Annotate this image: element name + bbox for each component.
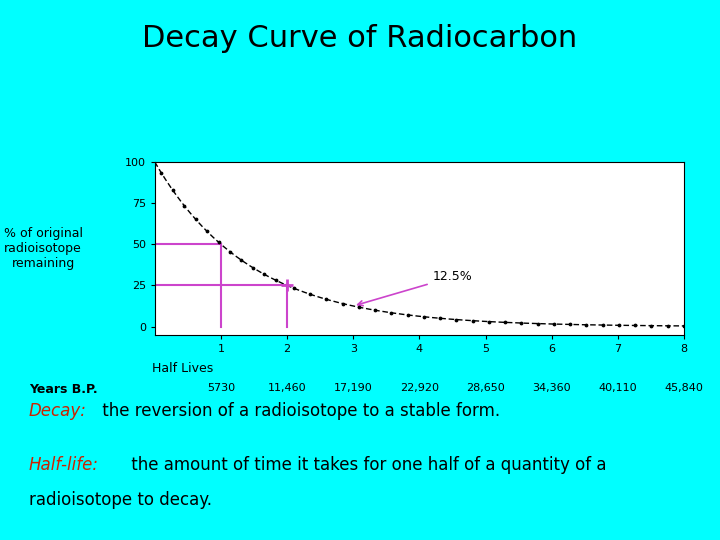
Point xyxy=(613,321,625,329)
Text: Half Lives: Half Lives xyxy=(153,362,214,375)
Point xyxy=(202,227,213,236)
Point xyxy=(532,319,544,328)
Text: Half-life:: Half-life: xyxy=(29,456,99,474)
Point xyxy=(483,318,495,326)
Point xyxy=(337,299,348,308)
Point xyxy=(385,308,397,317)
Point xyxy=(190,215,202,224)
Point xyxy=(678,322,690,330)
Text: 34,360: 34,360 xyxy=(532,383,571,394)
Point xyxy=(597,321,608,329)
Point xyxy=(288,284,300,293)
Text: 28,650: 28,650 xyxy=(466,383,505,394)
Point xyxy=(213,238,225,246)
Point xyxy=(662,321,673,330)
Point xyxy=(434,314,446,322)
Point xyxy=(167,186,179,194)
Point xyxy=(369,306,381,314)
Text: 40,110: 40,110 xyxy=(598,383,637,394)
Text: Years B.P.: Years B.P. xyxy=(29,383,97,396)
Text: 17,190: 17,190 xyxy=(334,383,373,394)
Point xyxy=(548,320,559,328)
Point xyxy=(305,290,316,299)
Point xyxy=(353,303,364,312)
Text: the reversion of a radioisotope to a stable form.: the reversion of a radioisotope to a sta… xyxy=(97,402,500,420)
Text: 5730: 5730 xyxy=(207,383,235,394)
Text: Decay:: Decay: xyxy=(29,402,86,420)
Text: the amount of time it takes for one half of a quantity of a: the amount of time it takes for one half… xyxy=(126,456,606,474)
Point xyxy=(516,319,527,327)
Text: 45,840: 45,840 xyxy=(665,383,703,394)
Point xyxy=(224,247,235,256)
Point xyxy=(629,321,641,330)
Point xyxy=(467,316,478,325)
Point xyxy=(179,201,190,210)
Text: % of original
radioisotope
remaining: % of original radioisotope remaining xyxy=(4,227,83,270)
Point xyxy=(500,318,511,327)
Text: Decay Curve of Radiocarbon: Decay Curve of Radiocarbon xyxy=(143,24,577,53)
Point xyxy=(402,310,413,319)
Text: 12.5%: 12.5% xyxy=(358,271,472,306)
Point xyxy=(564,320,576,329)
Point xyxy=(270,276,282,285)
Point xyxy=(320,295,332,303)
Point xyxy=(580,320,592,329)
Point xyxy=(258,270,270,279)
Point xyxy=(646,321,657,330)
Point xyxy=(418,313,430,321)
Point xyxy=(235,256,247,265)
Text: radioisotope to decay.: radioisotope to decay. xyxy=(29,491,212,509)
Point xyxy=(247,264,258,272)
Text: 22,920: 22,920 xyxy=(400,383,439,394)
Point xyxy=(282,281,293,290)
Point xyxy=(451,315,462,324)
Text: 11,460: 11,460 xyxy=(268,383,307,394)
Point xyxy=(156,168,167,177)
